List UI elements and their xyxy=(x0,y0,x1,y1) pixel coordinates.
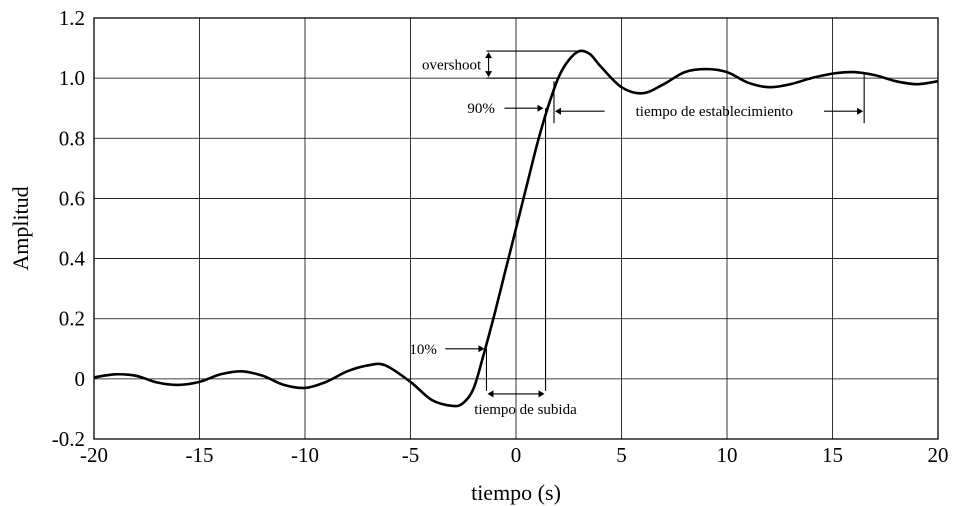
y-axis-label: Amplitud xyxy=(8,186,33,270)
p90-arrow xyxy=(537,104,544,112)
overshoot-arrow-down xyxy=(485,71,493,78)
x-tick-label: 10 xyxy=(717,443,738,467)
series-layer xyxy=(93,49,939,408)
annotation-10-percent: 10% xyxy=(409,342,437,358)
response-curve xyxy=(93,49,939,408)
x-tick-label: 15 xyxy=(822,443,843,467)
plot-frame xyxy=(93,17,939,440)
overshoot-arrow-up xyxy=(485,52,493,59)
y-tick-label: 0 xyxy=(75,367,86,391)
annotation-overshoot: overshoot xyxy=(422,58,482,74)
y-tick-label: -0.2 xyxy=(52,427,85,451)
x-tick-label: -10 xyxy=(291,443,319,467)
y-tick-label: 0.2 xyxy=(59,307,85,331)
x-tick-label: 5 xyxy=(616,443,627,467)
annotation-rise-time: tiempo de subida xyxy=(474,402,577,418)
y-tick-label: 0.8 xyxy=(59,126,85,150)
settling-arrow-left xyxy=(554,107,561,115)
x-tick-label: 0 xyxy=(511,443,522,467)
x-tick-label: -15 xyxy=(186,443,214,467)
y-tick-label: 1.2 xyxy=(59,6,85,30)
p10-arrow xyxy=(478,345,485,353)
rise-arrow-left xyxy=(487,390,494,398)
x-tick-label: 20 xyxy=(928,443,949,467)
settling-arrow-right xyxy=(857,107,864,115)
annotations xyxy=(445,50,865,398)
x-axis-label: tiempo (s) xyxy=(471,480,561,505)
y-tick-label: 0.4 xyxy=(59,247,86,271)
annotation-settling-time: tiempo de establecimiento xyxy=(636,104,793,120)
x-tick-label: -20 xyxy=(80,443,108,467)
y-tick-label: 1.0 xyxy=(59,66,85,90)
x-tick-label: -5 xyxy=(402,443,420,467)
annotation-90-percent: 90% xyxy=(467,101,495,117)
rise-arrow-right xyxy=(538,390,545,398)
y-tick-label: 0.6 xyxy=(59,186,85,210)
ticks: -20 -15 -10 -5 0 5 10 15 20 -0.2 0 0.2 0.4 0.6 0.8 1.0 1… xyxy=(52,6,949,467)
